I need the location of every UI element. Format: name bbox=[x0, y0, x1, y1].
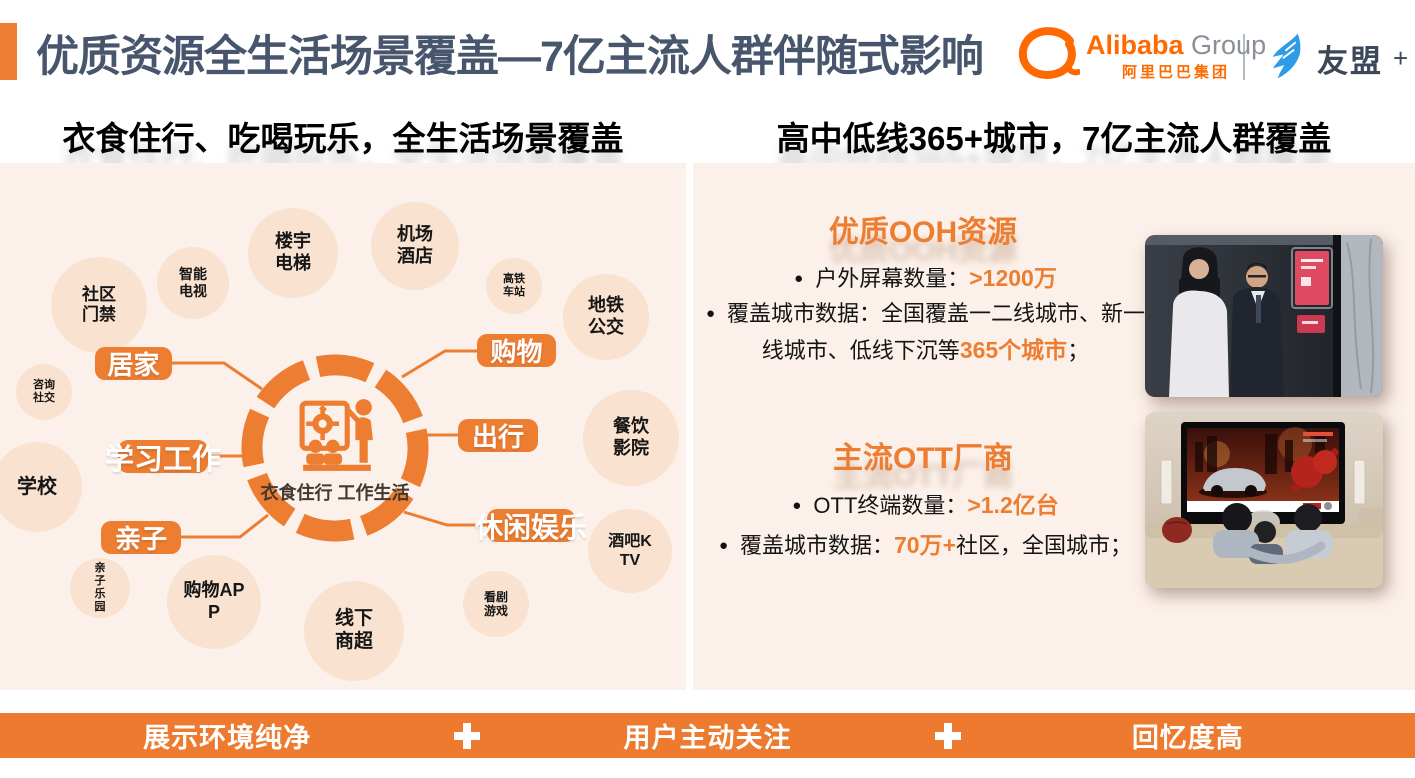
scene-circle-metro-bus: 地铁公交 bbox=[563, 274, 649, 360]
scene-tag-leisure: 休闲娱乐 bbox=[475, 509, 587, 543]
scene-circle-shows-games: 看剧游戏 bbox=[463, 571, 529, 637]
umeng-plus-mark: + bbox=[1393, 43, 1409, 73]
ooh-section-title: 优质OOH资源 bbox=[828, 216, 1018, 249]
plus-icon bbox=[454, 722, 481, 749]
bullet-dot-icon bbox=[706, 301, 727, 326]
bullet-dot-icon bbox=[719, 533, 740, 558]
scene-tag-parent-child: 亲子 bbox=[101, 521, 181, 554]
scene-circle-hsr-station: 高铁车站 bbox=[486, 258, 542, 314]
scene-circle-dining-cinema: 餐饮影院 bbox=[583, 390, 679, 486]
scene-tag-shopping: 购物 bbox=[477, 334, 556, 367]
ooh-bullet-cities: 覆盖城市数据：全国覆盖一二线城市、新一线城市、低线下沉等365个城市； bbox=[698, 296, 1153, 370]
umeng-bird-icon bbox=[1263, 32, 1309, 85]
alibaba-wordmark: Alibaba bbox=[1086, 30, 1184, 60]
footer-item-high-recall: 回忆度高 bbox=[1131, 723, 1244, 753]
footer-item-active-attention: 用户主动关注 bbox=[623, 723, 792, 753]
scene-ring bbox=[241, 354, 429, 542]
title-accent-bar bbox=[0, 23, 17, 80]
ott-section-title: 主流OTT厂商 bbox=[833, 442, 1013, 475]
center-caption: 衣食住行 工作生活 bbox=[260, 483, 410, 503]
scene-circle-smart-tv: 智能电视 bbox=[157, 247, 229, 319]
plus-icon bbox=[934, 722, 961, 749]
scene-circle-offline-retail: 线下商超 bbox=[304, 581, 404, 681]
benefits-footer: 展示环境纯净 用户主动关注 回忆度高 bbox=[0, 713, 1415, 758]
bullet-dot-icon bbox=[792, 493, 813, 518]
left-column-heading: 衣食住行、吃喝玩乐，全生活场景覆盖 bbox=[62, 120, 624, 157]
umeng-wordmark: 友盟 bbox=[1317, 44, 1383, 79]
elevator-ooh-photo bbox=[1145, 235, 1383, 397]
life-scene-panel: 衣食住行 工作生活 社区门禁 智能电视 楼宇电梯 机场酒店 高铁车站 地铁公交 … bbox=[0, 163, 686, 690]
scene-circle-community-access: 社区门禁 bbox=[51, 257, 147, 353]
right-column-heading: 高中低线365+城市，7亿主流人群覆盖 bbox=[776, 120, 1332, 157]
ott-tv-photo bbox=[1145, 412, 1383, 588]
alibaba-logo: Alibaba Group 阿里巴巴集团 bbox=[1018, 26, 1266, 87]
scene-circle-shopping-app: 购物APP bbox=[167, 555, 261, 649]
scene-circle-kids-park: 亲子乐园 bbox=[70, 558, 130, 618]
scene-tag-home: 居家 bbox=[95, 347, 172, 380]
ooh-bullet-screens: 户外屏幕数量：>1200万 bbox=[698, 260, 1153, 298]
scene-circle-consult-social: 咨询社交 bbox=[16, 364, 72, 420]
footer-item-clean-environment: 展示环境纯净 bbox=[143, 723, 312, 753]
scene-tag-study-work: 学习工作 bbox=[105, 440, 221, 476]
scene-tag-travel: 出行 bbox=[458, 419, 538, 452]
ott-bullet-cities: 覆盖城市数据：70万+社区，全国城市； bbox=[698, 527, 1153, 565]
scene-circle-airport-hotel: 机场酒店 bbox=[371, 202, 459, 290]
alibaba-group-word: Group bbox=[1191, 30, 1267, 60]
logo-divider bbox=[1243, 34, 1245, 80]
scene-circle-bar-ktv: 酒吧KTV bbox=[588, 509, 672, 593]
scene-circle-school: 学校 bbox=[0, 442, 82, 532]
work-life-icon bbox=[299, 399, 373, 471]
connector-lines bbox=[172, 349, 487, 539]
bullet-dot-icon bbox=[794, 266, 815, 291]
coverage-panel: 优质OOH资源 户外屏幕数量：>1200万 覆盖城市数据：全国覆盖一二线城市、新… bbox=[693, 163, 1415, 690]
page-title: 优质资源全生活场景覆盖—7亿主流人群伴随式影响 bbox=[36, 33, 984, 81]
alibaba-chinese: 阿里巴巴集团 bbox=[1122, 64, 1231, 81]
scene-circle-elevator: 楼宇电梯 bbox=[248, 208, 338, 298]
ott-bullet-terminals: OTT终端数量：>1.2亿台 bbox=[698, 487, 1153, 525]
umeng-logo: 友盟 + bbox=[1263, 32, 1408, 85]
alibaba-smile-icon bbox=[1018, 26, 1081, 87]
